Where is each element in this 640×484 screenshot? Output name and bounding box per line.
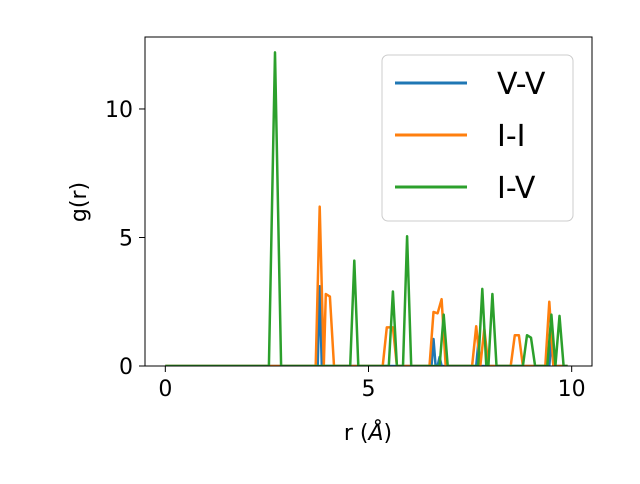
x-tick-label: 0 [158, 377, 172, 402]
legend-box [381, 54, 574, 222]
x-tick-label: 5 [362, 377, 376, 402]
legend: V-V I-I I-V [381, 54, 574, 222]
legend-label-i-i: I-I [497, 119, 526, 154]
legend-label-i-v: I-V [497, 171, 536, 206]
series-line-i-i [165, 205, 568, 366]
legend-label-v-v: V-V [497, 67, 546, 102]
y-axis-label: g(r) [67, 182, 92, 222]
series-line-i-v [165, 51, 568, 366]
series-line-v-v [165, 285, 568, 366]
y-tick-label: 0 [119, 355, 133, 380]
x-axis: 0 5 10 [158, 366, 586, 402]
y-tick-label: 5 [119, 226, 133, 251]
series-layer [165, 51, 568, 366]
x-tick-label: 10 [558, 377, 586, 402]
y-tick-label: 10 [105, 98, 133, 123]
x-axis-label: r (Å) [344, 419, 392, 446]
y-axis: 0 5 10 [105, 98, 145, 380]
